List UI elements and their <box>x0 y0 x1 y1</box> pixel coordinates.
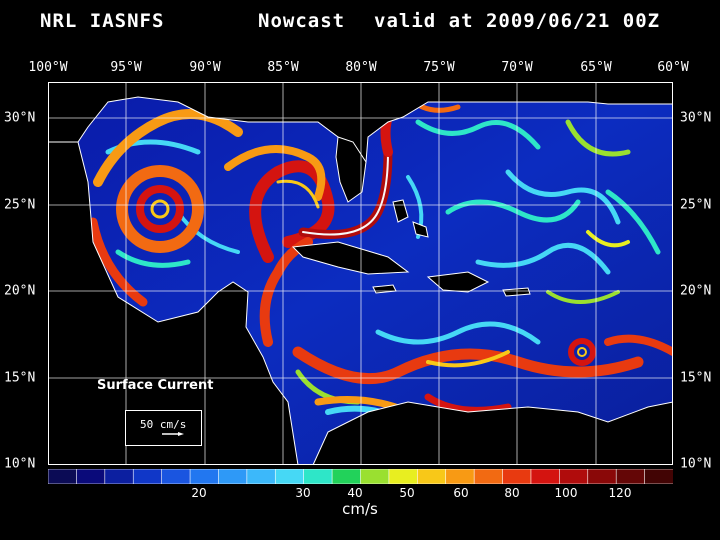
colorbar-swatch <box>303 469 333 484</box>
colorbar-units: cm/s <box>342 500 378 518</box>
colorbar-swatch <box>132 469 163 484</box>
colorbar-swatch <box>274 469 305 484</box>
colorbar-tick-label: 60 <box>453 486 469 500</box>
colorbar-tick-label: 50 <box>399 486 415 500</box>
current-speed-map <box>48 82 673 465</box>
lat-label: 10°N <box>680 456 712 472</box>
colorbar-swatch <box>189 469 220 484</box>
colorbar-swatch <box>587 469 617 484</box>
colorbar-tick-label: 30 <box>295 486 311 500</box>
lon-label: 95°W <box>110 60 142 75</box>
colorbar-swatch <box>218 469 248 484</box>
colorbar-swatch <box>388 469 418 484</box>
forecast-type: Nowcast <box>258 10 346 32</box>
land-masses <box>48 82 673 465</box>
lon-label: 80°W <box>345 60 377 75</box>
lon-label: 75°W <box>423 60 455 75</box>
colorbar-swatch <box>559 469 589 484</box>
colorbar-swatch <box>530 469 560 484</box>
reference-vector-label: 50 cm/s <box>140 418 187 431</box>
colorbar-swatch <box>417 469 447 484</box>
lat-label: 20°N <box>680 283 712 299</box>
lon-label: 60°W <box>657 60 689 75</box>
lat-label: 30°N <box>4 110 36 126</box>
lat-label: 20°N <box>4 283 36 299</box>
valid-time: valid at 2009/06/21 00Z <box>374 10 661 32</box>
colorbar-swatch <box>360 469 390 484</box>
lat-label: 15°N <box>680 370 712 386</box>
colorbar-swatch <box>473 469 504 484</box>
map-frame <box>48 82 673 465</box>
lat-label: 30°N <box>680 110 712 126</box>
lon-label: 85°W <box>267 60 299 75</box>
colorbar-swatch <box>161 469 191 484</box>
colorbar-tick-label: 80 <box>504 486 520 500</box>
lat-label: 10°N <box>4 456 36 472</box>
colorbar <box>48 469 673 484</box>
lat-label: 15°N <box>4 370 36 386</box>
colorbar-swatch <box>615 469 646 484</box>
colorbar-swatch <box>246 469 276 484</box>
colorbar-swatch <box>48 469 78 484</box>
colorbar-swatch <box>644 469 673 484</box>
reference-vector-box <box>125 410 202 446</box>
colorbar-swatch <box>502 469 532 484</box>
lat-label: 25°N <box>4 197 36 213</box>
colorbar-tick-label: 100 <box>554 486 578 500</box>
field-label: Surface Current <box>97 378 214 393</box>
lon-label: 70°W <box>501 60 533 75</box>
colorbar-swatch <box>331 469 362 484</box>
lat-label: 25°N <box>680 197 712 213</box>
colorbar-swatch <box>76 469 106 484</box>
lon-label: 100°W <box>28 60 68 75</box>
colorbar-swatch <box>445 469 475 484</box>
colorbar-tick-label: 40 <box>347 486 363 500</box>
colorbar-tick-label: 20 <box>191 486 207 500</box>
lon-label: 90°W <box>189 60 221 75</box>
colorbar-swatch <box>104 469 134 484</box>
lon-label: 65°W <box>580 60 612 75</box>
product-title: NRL IASNFS <box>40 10 165 32</box>
colorbar-tick-label: 120 <box>608 486 632 500</box>
reference-arrow-icon <box>162 432 184 436</box>
lat-lon-grid <box>48 82 673 465</box>
